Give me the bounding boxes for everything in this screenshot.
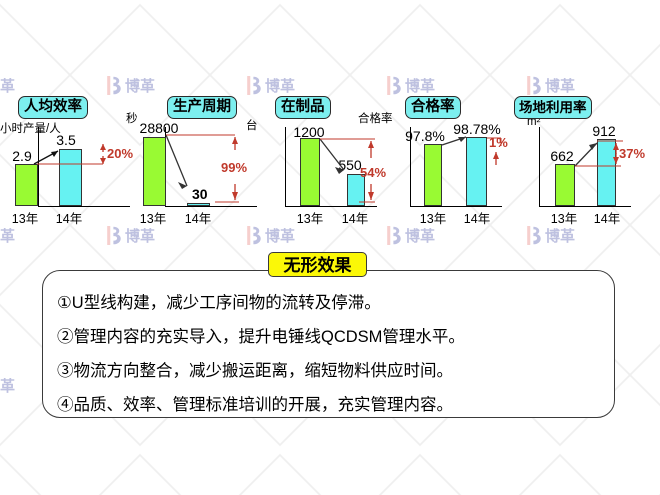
svg-text:99%: 99%: [221, 160, 247, 175]
svg-text:37%: 37%: [619, 146, 645, 161]
